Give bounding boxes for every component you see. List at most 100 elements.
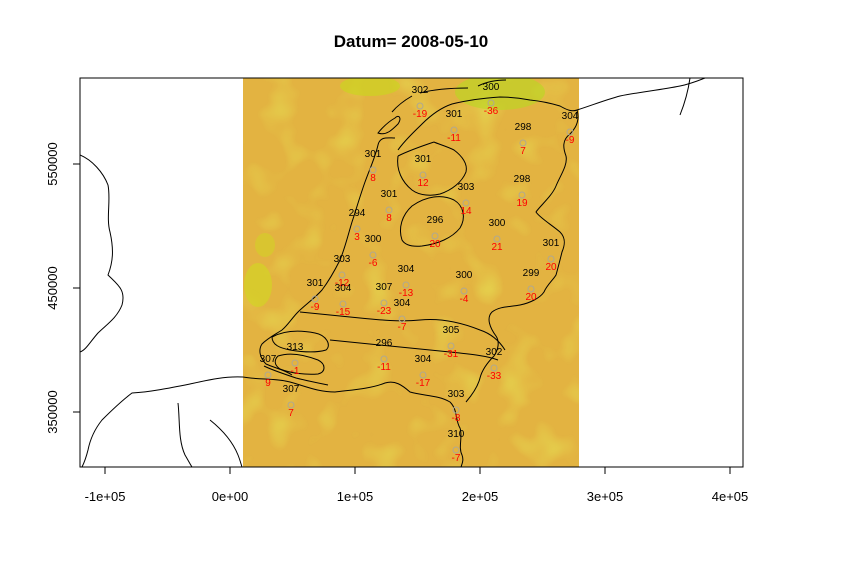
station-diff: -33 bbox=[487, 371, 502, 382]
station-value: 296 bbox=[427, 215, 444, 226]
x-tick-label: 3e+05 bbox=[587, 489, 624, 504]
chart-title: Datum= 2008-05-10 bbox=[334, 32, 489, 51]
station-diff: 8 bbox=[370, 173, 376, 184]
station-marker bbox=[398, 315, 406, 323]
station-value: 301 bbox=[415, 154, 432, 165]
station-value: 304 bbox=[335, 283, 352, 294]
station-value: 307 bbox=[376, 282, 393, 293]
station: 298 7 bbox=[515, 122, 532, 157]
station: 301 20 bbox=[543, 238, 560, 273]
station-marker bbox=[338, 271, 346, 279]
station-marker bbox=[380, 299, 388, 307]
station-value: 302 bbox=[412, 85, 429, 96]
station-marker bbox=[527, 285, 535, 293]
station-diff: -9 bbox=[566, 135, 575, 146]
station-diff: 20 bbox=[525, 292, 537, 303]
station-value: 294 bbox=[349, 208, 366, 219]
station-marker bbox=[462, 199, 470, 207]
station-value: 303 bbox=[334, 254, 351, 265]
station-diff: -7 bbox=[452, 453, 461, 464]
station-diff: 7 bbox=[288, 408, 294, 419]
station-value: 307 bbox=[260, 354, 277, 365]
x-axis: -1e+05 0e+00 1e+05 2e+05 3e+05 4e+05 bbox=[85, 466, 749, 504]
station-value: 298 bbox=[515, 122, 532, 133]
station-value: 298 bbox=[514, 174, 531, 185]
station-marker bbox=[447, 342, 455, 350]
station-value: 305 bbox=[443, 325, 460, 336]
station: 307 9 bbox=[260, 354, 277, 389]
station-marker bbox=[547, 255, 555, 263]
station: 301 8 bbox=[381, 189, 398, 224]
x-tick-label: -1e+05 bbox=[85, 489, 126, 504]
station-diff: -9 bbox=[311, 302, 320, 313]
station: 310 -7 bbox=[448, 429, 465, 464]
station-marker bbox=[460, 287, 468, 295]
station: 304 -13 bbox=[398, 264, 415, 299]
station-value: 300 bbox=[365, 234, 382, 245]
station: 296 -11 bbox=[376, 338, 393, 373]
station-marker bbox=[519, 139, 527, 147]
station-diff: -6 bbox=[369, 258, 378, 269]
x-tick-label: 4e+05 bbox=[712, 489, 749, 504]
station-diff: 7 bbox=[520, 146, 526, 157]
station-diff: -7 bbox=[398, 322, 407, 333]
station-value: 301 bbox=[381, 189, 398, 200]
station-marker bbox=[566, 128, 574, 136]
station-diff: -13 bbox=[399, 288, 414, 299]
station-marker bbox=[416, 102, 424, 110]
station-value: 307 bbox=[283, 384, 300, 395]
station: 298 19 bbox=[514, 174, 531, 209]
station-diff: -31 bbox=[444, 349, 459, 360]
station-diff: -23 bbox=[377, 306, 392, 317]
station-diff: -8 bbox=[452, 413, 461, 424]
station-marker bbox=[369, 166, 377, 174]
station-value: 303 bbox=[458, 182, 475, 193]
station-value: 303 bbox=[448, 389, 465, 400]
station-diff: -36 bbox=[484, 106, 499, 117]
station-marker bbox=[431, 232, 439, 240]
station: 313 -1 bbox=[287, 342, 304, 377]
station-diff: 9 bbox=[265, 378, 271, 389]
station-value: 300 bbox=[489, 218, 506, 229]
station: 303 -8 bbox=[448, 389, 465, 424]
x-tick-label: 1e+05 bbox=[337, 489, 374, 504]
station-marker bbox=[450, 126, 458, 134]
station-marker bbox=[452, 446, 460, 454]
station-value: 313 bbox=[287, 342, 304, 353]
station: 294 3 bbox=[349, 208, 366, 243]
station-value: 310 bbox=[448, 429, 465, 440]
station-marker bbox=[402, 281, 410, 289]
station: 305 -31 bbox=[443, 325, 460, 360]
coastlines bbox=[80, 78, 706, 467]
station-diff: -4 bbox=[460, 294, 469, 305]
station-marker bbox=[339, 300, 347, 308]
raster-field bbox=[243, 78, 579, 467]
station-diff: 21 bbox=[491, 242, 503, 253]
station: 300 -36 bbox=[483, 82, 500, 117]
station-value: 302 bbox=[486, 347, 503, 358]
station: 300 -4 bbox=[456, 270, 473, 305]
station-marker bbox=[385, 206, 393, 214]
station-value: 304 bbox=[415, 354, 432, 365]
station-marker bbox=[452, 406, 460, 414]
station-value: 304 bbox=[398, 264, 415, 275]
station: 302 -33 bbox=[486, 347, 503, 382]
station-marker bbox=[311, 295, 319, 303]
station-marker bbox=[518, 191, 526, 199]
y-tick-label: 350000 bbox=[45, 390, 60, 433]
station: 301 12 bbox=[415, 154, 432, 189]
station-marker bbox=[369, 251, 377, 259]
station: 300 -6 bbox=[365, 234, 382, 269]
station: 301 -9 bbox=[307, 278, 324, 313]
station-marker bbox=[291, 359, 299, 367]
station-marker bbox=[493, 235, 501, 243]
station: 307 7 bbox=[283, 384, 300, 419]
station-marker bbox=[490, 364, 498, 372]
station: 296 20 bbox=[427, 215, 444, 250]
station-diff: -17 bbox=[416, 378, 431, 389]
station: 307 -23 bbox=[376, 282, 393, 317]
station-value: 301 bbox=[543, 238, 560, 249]
station-value: 304 bbox=[394, 298, 411, 309]
